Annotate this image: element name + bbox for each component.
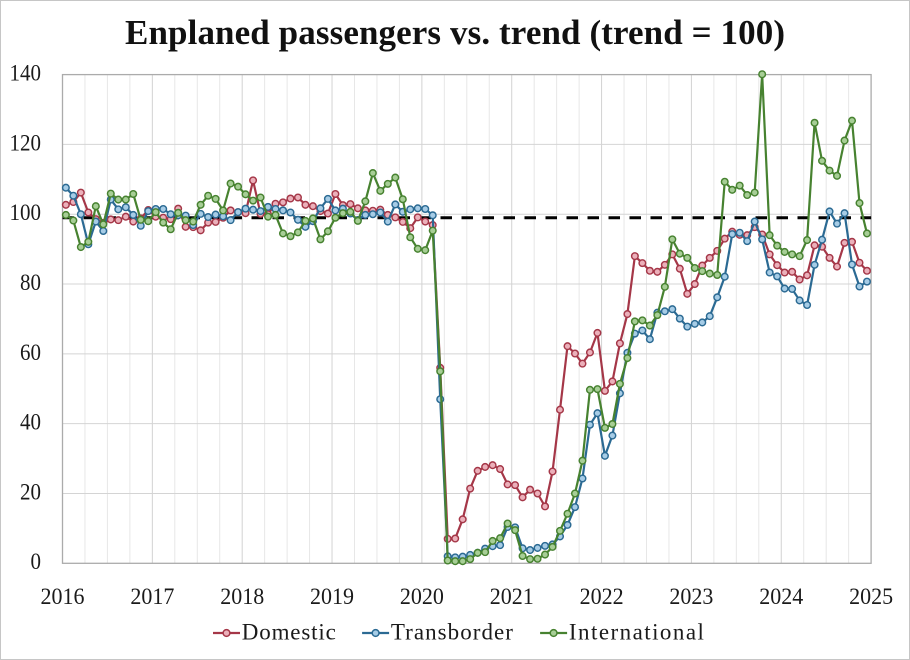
svg-text:2021: 2021 (490, 584, 534, 610)
svg-text:20: 20 (20, 479, 41, 505)
svg-text:0: 0 (31, 549, 42, 575)
svg-text:2018: 2018 (220, 584, 264, 610)
svg-text:International: International (569, 620, 704, 645)
svg-text:80: 80 (20, 270, 41, 296)
svg-text:60: 60 (20, 340, 41, 366)
svg-text:2023: 2023 (669, 584, 713, 610)
svg-text:100: 100 (10, 200, 42, 226)
svg-text:Enplaned passengers vs. trend: Enplaned passengers vs. trend (trend = 1… (125, 13, 785, 52)
svg-text:2019: 2019 (310, 584, 354, 610)
svg-text:2024: 2024 (759, 584, 803, 610)
svg-text:40: 40 (20, 410, 41, 436)
svg-text:140: 140 (10, 61, 42, 87)
svg-text:2022: 2022 (580, 584, 624, 610)
svg-text:Transborder: Transborder (391, 620, 513, 645)
svg-text:120: 120 (10, 130, 42, 156)
svg-text:2020: 2020 (400, 584, 444, 610)
svg-text:2017: 2017 (130, 584, 174, 610)
svg-text:2016: 2016 (41, 584, 85, 610)
svg-text:Domestic: Domestic (242, 620, 336, 645)
svg-text:2025: 2025 (849, 584, 893, 610)
